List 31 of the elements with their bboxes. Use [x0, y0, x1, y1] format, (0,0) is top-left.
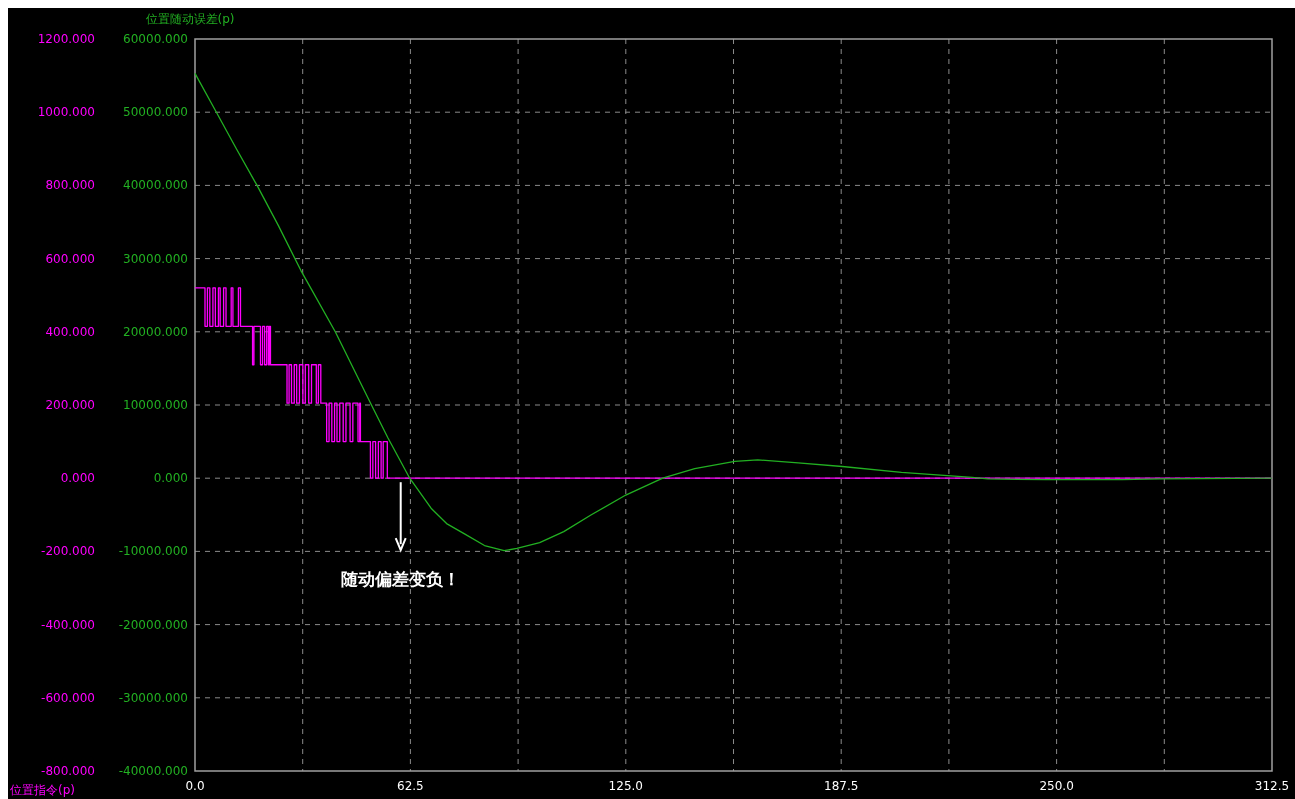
y-tick-label: 200.000 — [45, 398, 95, 412]
y-tick-label: 800.000 — [45, 178, 95, 193]
y2-tick-label: 30000.000 — [123, 251, 188, 266]
y-tick-label: -200.000 — [41, 544, 95, 559]
y2-tick-label: 40000.000 — [123, 178, 188, 193]
y-tick-label: 400.000 — [45, 324, 95, 339]
y2-tick-label: -20000.000 — [118, 617, 188, 632]
x-tick-label: 250.0 — [1039, 779, 1074, 793]
y2-axis-title: 位置随动误差(p) — [145, 12, 235, 26]
y-axis-title: 位置指令(p) — [10, 783, 75, 797]
y2-tick-label: 0.000 — [153, 471, 188, 486]
annotation: 随动偏差变负！ — [341, 569, 461, 590]
y-tick-label: -800.000 — [41, 764, 95, 778]
y2-tick-label: 10000.000 — [123, 398, 188, 412]
y-tick-label: -400.000 — [41, 617, 95, 632]
x-tick-label: 62.5 — [397, 779, 424, 793]
y2-tick-label: -10000.000 — [118, 544, 188, 559]
y-tick-label: 1200.000 — [37, 32, 95, 46]
x-tick-label: 187.5 — [824, 779, 859, 793]
y-tick-label: -600.000 — [41, 690, 95, 705]
y2-tick-label: -40000.000 — [118, 764, 188, 778]
x-tick-label: 125.0 — [608, 779, 643, 793]
x-tick-label: 0.0 — [185, 779, 205, 793]
y-tick-label: 0.000 — [60, 471, 95, 486]
y2-tick-label: 60000.000 — [123, 32, 188, 46]
y-tick-label: 1000.000 — [37, 105, 95, 120]
y-tick-label: 600.000 — [45, 251, 95, 266]
y2-tick-label: 20000.000 — [123, 324, 188, 339]
y2-tick-label: -30000.000 — [118, 690, 188, 705]
x-tick-label: 312.5 — [1254, 779, 1290, 793]
y2-tick-label: 50000.000 — [123, 105, 188, 120]
